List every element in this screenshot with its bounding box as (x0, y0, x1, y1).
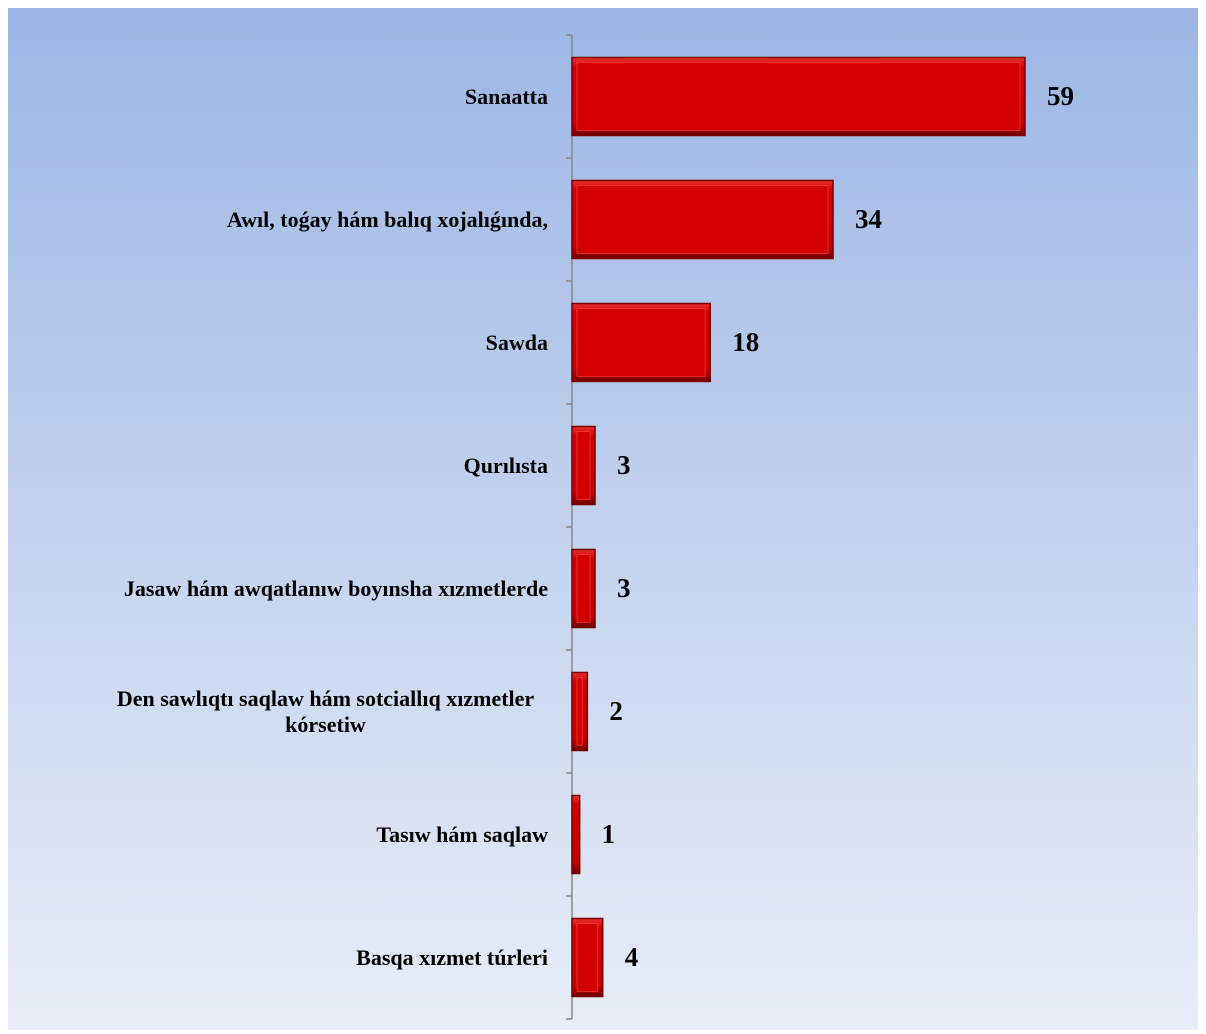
category-text: Sawda (485, 329, 548, 355)
category-text: Tasıw hám saqlaw (376, 821, 548, 847)
category-text: Qurılısta (463, 452, 548, 478)
plot-background (8, 8, 1198, 1030)
category-label: Awıl, toǵay hám balıq xojalıǵında, (20, 170, 548, 270)
category-text: Jasaw hám awqatlanıw boyınsha xızmetlerd… (123, 575, 548, 601)
category-label: Sanaatta (20, 47, 548, 147)
bar-bevel (576, 677, 583, 746)
bar-bevel (576, 62, 1021, 131)
value-label: 4 (624, 941, 639, 972)
bar-bevel (576, 185, 829, 254)
value-label: 3 (617, 572, 631, 603)
bar-bevel (576, 308, 706, 377)
value-label: 34 (855, 203, 883, 234)
value-label: 3 (617, 449, 631, 480)
category-label: Tasıw hám saqlaw (20, 785, 548, 885)
category-text: Awıl, toǵay hám balıq xojalıǵında, (226, 206, 548, 232)
bar-bevel (576, 554, 591, 623)
value-label: 59 (1047, 80, 1074, 111)
bar (571, 794, 581, 875)
category-text: Sanaatta (464, 83, 548, 109)
category-text: Den sawlıqtı saqlaw hám sotciallıq xızme… (116, 685, 535, 737)
value-label: 2 (609, 695, 623, 726)
category-label: Sawda (20, 293, 548, 393)
category-text: Basqa xızmet túrleri (356, 944, 548, 970)
category-label: Jasaw hám awqatlanıw boyınsha xızmetlerd… (20, 539, 548, 639)
category-label: Den sawlıqtı saqlaw hám sotciallıq xızme… (20, 662, 548, 762)
value-label: 18 (732, 326, 760, 357)
category-label: Basqa xızmet túrleri (20, 908, 548, 1008)
value-label: 1 (601, 818, 616, 849)
bar-bevel (576, 431, 591, 500)
category-label: Qurılısta (20, 416, 548, 516)
bar-bevel (576, 923, 599, 992)
